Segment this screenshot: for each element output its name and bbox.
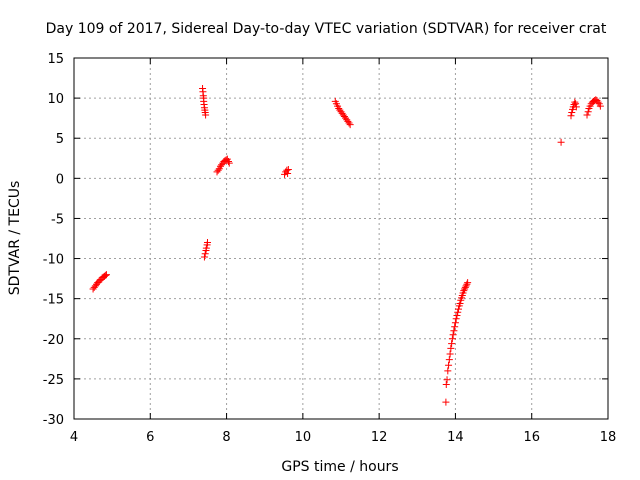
data-point	[449, 331, 457, 339]
data-point	[225, 159, 233, 167]
x-tick-labels: 4 6 8 10 12 14 16 18	[70, 430, 616, 445]
x-tick-label: 16	[523, 430, 540, 445]
data-point	[442, 398, 450, 406]
y-tick-label: -30	[43, 413, 64, 428]
data-point	[464, 279, 472, 287]
data-point	[446, 350, 454, 358]
data-point	[453, 312, 461, 320]
data-point	[452, 315, 460, 323]
data-point	[445, 356, 453, 364]
data-point	[224, 157, 232, 165]
data-point	[568, 109, 576, 117]
y-tick-label: -20	[43, 333, 64, 348]
data-point	[202, 244, 210, 252]
data-point	[448, 340, 456, 348]
data-point	[447, 344, 455, 352]
x-tick-label: 6	[146, 430, 154, 445]
y-tick-label: 10	[47, 92, 64, 107]
data-point	[454, 308, 462, 316]
data-point	[463, 280, 471, 288]
data-point	[460, 287, 468, 295]
y-tick-label: 0	[56, 172, 64, 187]
y-tick-labels: -30 -25 -20 -15 -10 -5 0 5 10 15	[43, 52, 64, 428]
y-tick-label: -10	[43, 253, 64, 268]
data-point	[442, 381, 450, 389]
x-tick-label: 18	[600, 430, 617, 445]
data-point	[346, 121, 354, 129]
data-point	[461, 285, 469, 293]
x-tick-label: 4	[70, 430, 78, 445]
x-tick-label: 12	[371, 430, 388, 445]
x-axis-label: GPS time / hours	[281, 459, 398, 475]
plot-frame	[73, 57, 609, 420]
data-point	[584, 108, 592, 116]
data-point	[345, 119, 353, 127]
data-point	[450, 327, 458, 335]
data-point	[444, 367, 452, 375]
data-point	[202, 111, 210, 119]
data-point	[448, 335, 456, 343]
data-point	[284, 166, 292, 174]
data-point	[571, 98, 579, 106]
data-point	[204, 239, 211, 247]
x-tick-label: 8	[222, 430, 230, 445]
data-point	[102, 271, 110, 279]
y-tick-label: -5	[51, 212, 64, 227]
data-point	[283, 166, 291, 174]
data-point	[567, 112, 575, 120]
y-tick-label: 15	[47, 52, 64, 67]
y-tick-label: 5	[56, 132, 64, 147]
data-point	[102, 271, 110, 279]
grid-lines	[74, 58, 608, 419]
data-point	[596, 102, 604, 110]
chart-title: Day 109 of 2017, Sidereal Day-to-day VTE…	[46, 21, 607, 37]
data-point	[445, 361, 453, 369]
x-tick-label: 10	[295, 430, 312, 445]
data-point	[451, 323, 459, 331]
data-point	[443, 376, 451, 384]
data-point	[594, 98, 602, 106]
axis-ticks	[73, 57, 609, 420]
data-point	[284, 170, 292, 178]
data-point	[557, 138, 565, 146]
data-point	[200, 253, 208, 261]
data-point	[462, 282, 470, 290]
data-point	[572, 100, 580, 108]
data-point	[583, 111, 591, 119]
data-point	[461, 283, 469, 291]
data-point	[214, 166, 222, 174]
x-tick-label: 14	[447, 430, 464, 445]
data-point	[456, 299, 464, 307]
y-tick-label: -25	[43, 373, 64, 388]
data-point	[451, 319, 459, 327]
y-axis-label: SDTVAR / TECUs	[7, 181, 23, 296]
y-tick-label: -15	[43, 293, 64, 308]
data-markers	[89, 84, 604, 406]
data-point	[454, 305, 462, 313]
data-point	[201, 250, 209, 258]
data-point	[572, 103, 580, 111]
